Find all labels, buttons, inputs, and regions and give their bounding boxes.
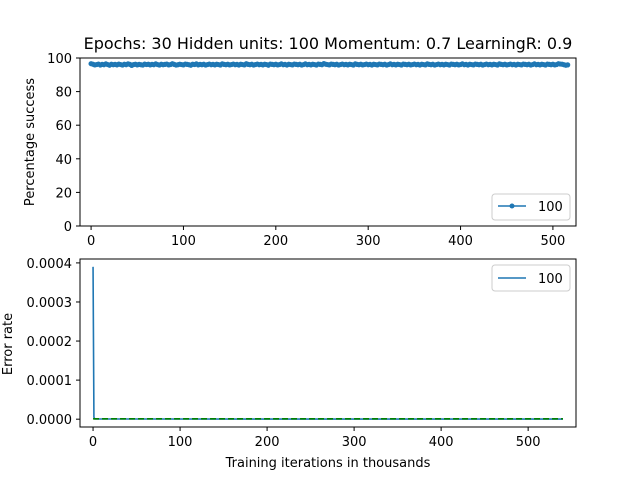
success-y-axis-label: Percentage success bbox=[23, 78, 38, 206]
success-x-tick-label: 400 bbox=[448, 234, 473, 249]
success-y-tick-label: 60 bbox=[55, 119, 72, 134]
success-y-tick-label: 20 bbox=[55, 186, 72, 201]
success-x-tick-label: 200 bbox=[263, 234, 288, 249]
error-legend: 100 bbox=[491, 264, 571, 292]
error-ticks: 0 100 200 300 400 500 0.0000 0.0001 0.0002 0.0003… bbox=[27, 257, 541, 450]
error-chart: 0 100 200 300 400 500 0.0000 0.0001 0.0002 0.0003… bbox=[1, 257, 577, 471]
success-x-tick-label: 0 bbox=[87, 234, 95, 249]
error-x-tick-label: 100 bbox=[168, 435, 193, 450]
success-chart: Epochs: 30 Hidden units: 100 Momentum: 0… bbox=[23, 34, 577, 249]
success-y-tick-label: 80 bbox=[55, 86, 72, 101]
success-y-tick-label: 100 bbox=[47, 52, 72, 67]
error-y-tick-label: 0.0000 bbox=[27, 413, 73, 428]
error-y-tick-label: 0.0002 bbox=[27, 335, 73, 350]
error-x-axis-label: Training iterations in thousands bbox=[225, 456, 431, 471]
error-y-tick-label: 0.0004 bbox=[27, 257, 73, 272]
error-y-tick-label: 0.0003 bbox=[27, 296, 73, 311]
success-series-markers bbox=[88, 60, 571, 68]
success-y-tick-label: 0 bbox=[64, 220, 72, 235]
success-x-tick-label: 500 bbox=[540, 234, 565, 249]
chart-title: Epochs: 30 Hidden units: 100 Momentum: 0… bbox=[84, 34, 573, 53]
success-ticks: 0 100 200 300 400 500 0 20 40 60 80 100 bbox=[47, 52, 565, 249]
error-x-tick-label: 300 bbox=[342, 435, 367, 450]
error-legend-box bbox=[491, 264, 571, 292]
success-legend-box bbox=[491, 193, 571, 221]
error-legend-label: 100 bbox=[538, 272, 563, 287]
error-plot-frame bbox=[79, 258, 577, 428]
success-legend-label: 100 bbox=[538, 200, 563, 215]
success-plot-frame bbox=[79, 57, 577, 227]
error-x-tick-label: 200 bbox=[255, 435, 280, 450]
success-legend-marker bbox=[509, 203, 515, 209]
error-y-axis-label: Error rate bbox=[1, 313, 16, 375]
error-y-tick-label: 0.0001 bbox=[27, 374, 73, 389]
error-x-tick-label: 0 bbox=[89, 435, 97, 450]
error-x-tick-label: 500 bbox=[516, 435, 541, 450]
success-point bbox=[565, 62, 571, 68]
success-legend: 100 bbox=[491, 193, 571, 221]
success-x-tick-label: 100 bbox=[171, 234, 196, 249]
success-x-tick-label: 300 bbox=[356, 234, 381, 249]
error-x-tick-label: 400 bbox=[429, 435, 454, 450]
success-y-tick-label: 40 bbox=[55, 153, 72, 168]
